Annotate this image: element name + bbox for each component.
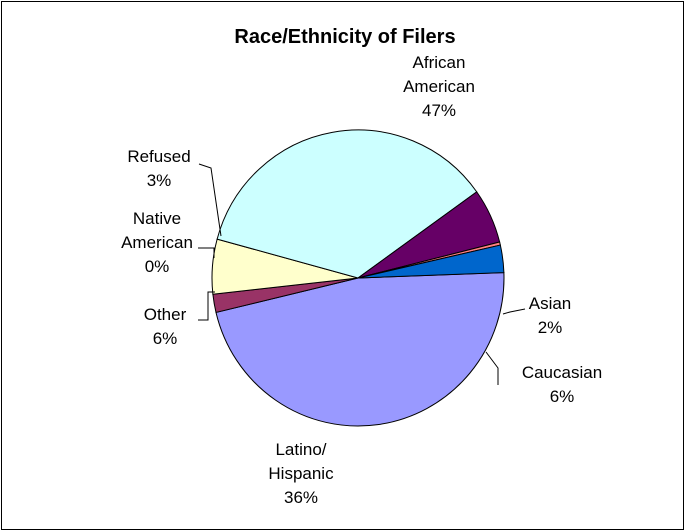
slice-label: Latino/Hispanic 36% [268, 440, 334, 507]
leader-line [485, 351, 499, 385]
leader-line [198, 247, 215, 258]
slice-label: African American 47% [403, 53, 475, 120]
slice-labels: African American 47% Asian 2% Caucasian 6% Lati… [121, 53, 602, 507]
leader-line [502, 308, 526, 315]
pie-slice-african [215, 272, 505, 427]
pie-slice-refused [357, 244, 505, 279]
pie-slice-latino [216, 129, 478, 279]
slice-label: Other 6% [144, 305, 187, 348]
leader-line [198, 163, 222, 237]
slice-label: Caucasian 6% [522, 363, 602, 406]
pie-slices [211, 129, 505, 427]
slice-label: Refused 3% [127, 147, 190, 190]
leader-line [198, 291, 215, 321]
slice-label: Native American 0% [121, 209, 193, 276]
leader-lines [198, 163, 526, 385]
slice-label: Asian 2% [529, 294, 572, 337]
chart-title: Race/Ethnicity of Filers [234, 26, 455, 48]
